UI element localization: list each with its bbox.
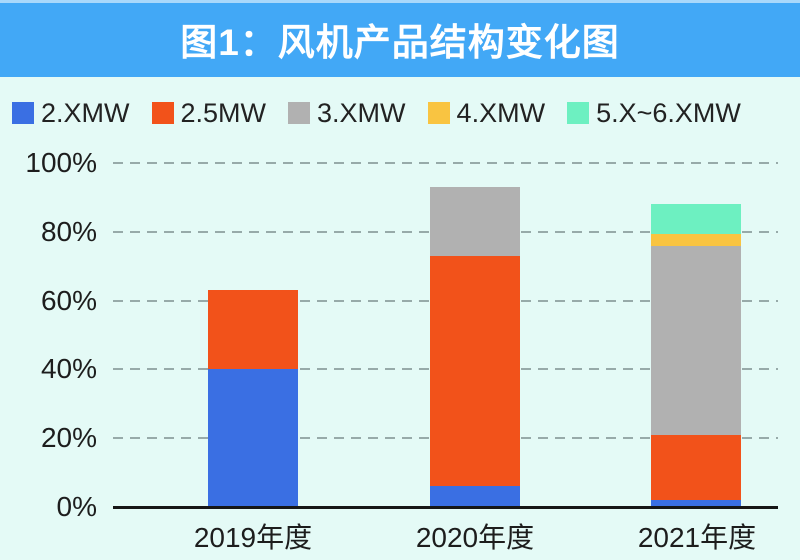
bar-segment-3.XMW (430, 187, 520, 256)
bar-segment-2.5MW (208, 290, 298, 370)
bar-segment-2.5MW (430, 255, 520, 487)
legend-item: 3.XMW (288, 98, 406, 129)
legend-swatch-icon (567, 102, 590, 124)
bar-2019年度 (208, 163, 298, 507)
bar-segment-2.5MW (651, 434, 741, 501)
legend-item: 2.5MW (151, 97, 267, 129)
bar-segment-2.XMW (430, 486, 520, 507)
y-tick-label: 60% (40, 284, 97, 316)
bar-segment-2.XMW (651, 500, 741, 507)
legend-swatch-icon (151, 102, 174, 124)
bar-segment-2.XMW (208, 369, 298, 507)
title-bar: 图1：风机产品结构变化图 (0, 0, 800, 77)
legend-item: 4.XMW (427, 97, 546, 129)
bar-segment-3.XMW (651, 245, 741, 435)
y-tick-label: 40% (40, 353, 97, 385)
y-axis-labels: 100% 80% 60% 40% 20% 0% (0, 148, 97, 522)
y-tick-label: 0% (56, 491, 97, 522)
legend-label: 4.XMW (456, 97, 546, 128)
bar-segment-4.XMW (651, 233, 741, 246)
plot-area (113, 162, 778, 507)
legend: 2.XMW 2.5MW 3.XMW 4.XMW 5.X~6.XMW (12, 97, 741, 129)
bar-2021年度 (651, 163, 741, 507)
chart-title: 图1：风机产品结构变化图 (180, 21, 620, 63)
legend-swatch-icon (427, 102, 450, 124)
bar-segment-5.X~6.XMW (651, 204, 741, 234)
x-tick-label: 2019年度 (193, 522, 313, 553)
legend-swatch-icon (288, 102, 311, 124)
x-tick-label: 2020年度 (415, 522, 535, 553)
x-tick-label: 2021年度 (637, 522, 757, 553)
x-axis-labels: 2019年度 2020年度 2021年度 (113, 516, 778, 553)
legend-label: 2.XMW (41, 97, 130, 128)
legend-label: 5.X~6.XMW (596, 97, 741, 128)
bar-2020年度 (430, 163, 520, 507)
x-axis-line (113, 506, 778, 509)
gridline (113, 162, 778, 164)
legend-item: 2.XMW (12, 98, 130, 129)
y-tick-label: 20% (40, 422, 97, 454)
legend-label: 2.5MW (180, 97, 267, 128)
legend-item: 5.X~6.XMW (567, 98, 741, 129)
y-tick-label: 100% (25, 147, 97, 178)
legend-swatch-icon (12, 102, 34, 124)
legend-label: 3.XMW (317, 97, 406, 128)
y-tick-label: 80% (40, 215, 97, 247)
